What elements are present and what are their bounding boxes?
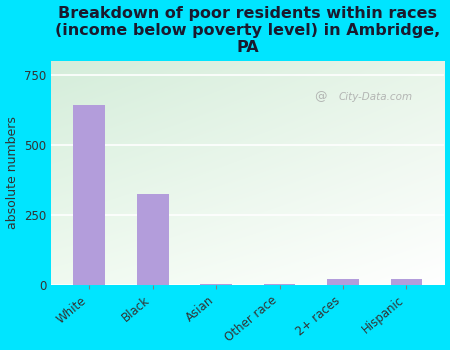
Text: City-Data.com: City-Data.com [338, 92, 412, 102]
Title: Breakdown of poor residents within races
(income below poverty level) in Ambridg: Breakdown of poor residents within races… [55, 6, 441, 55]
Bar [137, 194, 169, 285]
Bar [73, 105, 105, 285]
Bar [264, 284, 295, 285]
Bar [327, 279, 359, 285]
Text: @: @ [315, 90, 327, 103]
Bar [200, 284, 232, 285]
Y-axis label: absolute numbers: absolute numbers [5, 116, 18, 229]
Bar [391, 279, 422, 285]
